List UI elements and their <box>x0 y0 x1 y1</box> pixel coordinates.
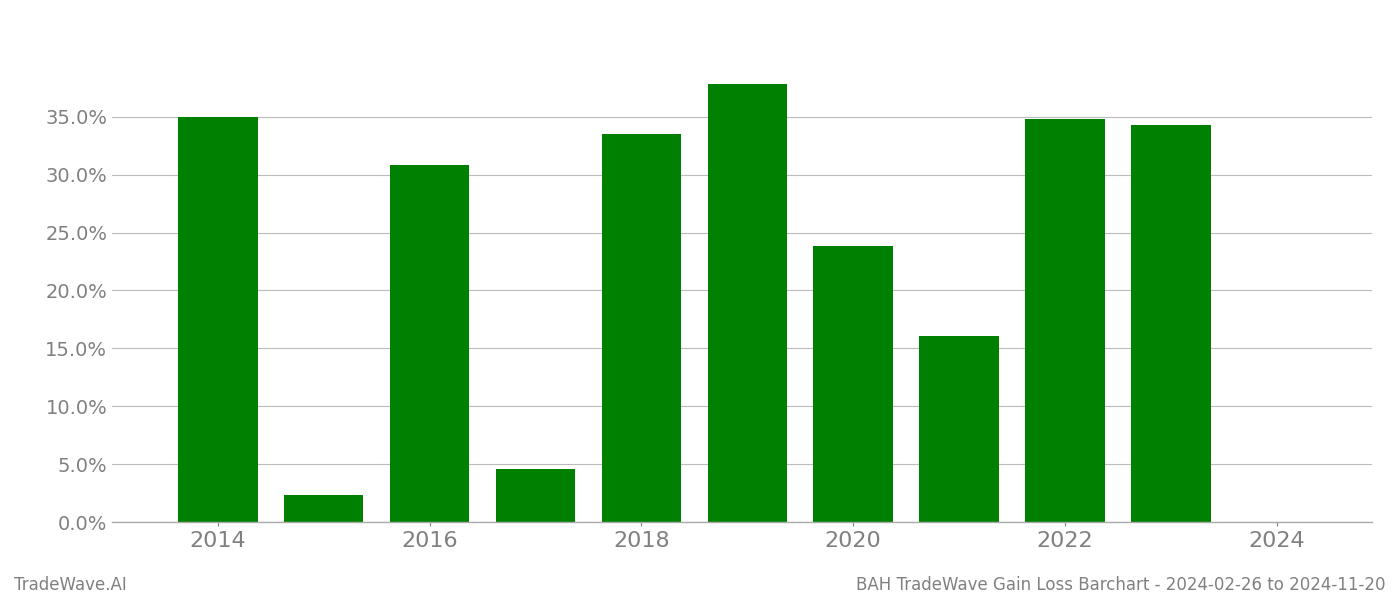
Bar <box>391 166 469 522</box>
Text: BAH TradeWave Gain Loss Barchart - 2024-02-26 to 2024-11-20: BAH TradeWave Gain Loss Barchart - 2024-… <box>857 576 1386 594</box>
Bar <box>284 496 364 522</box>
Bar <box>920 335 998 522</box>
Bar <box>178 117 258 522</box>
Bar <box>1025 119 1105 522</box>
Bar <box>602 134 682 522</box>
Bar <box>707 85 787 522</box>
Text: TradeWave.AI: TradeWave.AI <box>14 576 127 594</box>
Bar <box>1131 125 1211 522</box>
Bar <box>496 469 575 522</box>
Bar <box>813 247 893 522</box>
